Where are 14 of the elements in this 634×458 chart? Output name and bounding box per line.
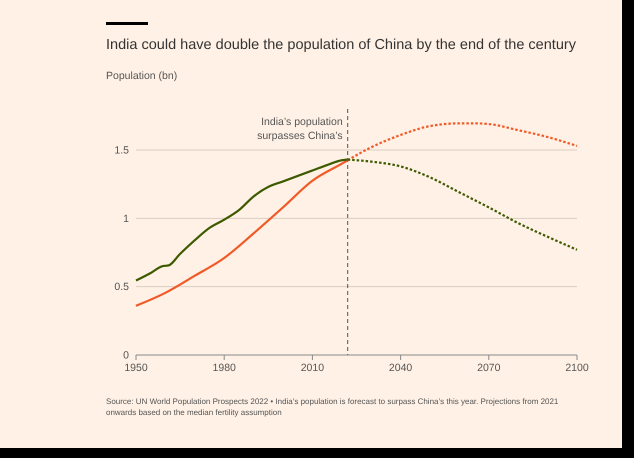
x-tick-label: 2070 (477, 362, 501, 374)
x-tick-label: 2100 (565, 362, 589, 374)
x-tick-label: 2010 (300, 362, 324, 374)
x-tick-label: 1980 (212, 362, 236, 374)
chart-title: India could have double the population of China by the end of the century (106, 37, 577, 53)
source-note: Source: UN World Population Prospects 2022 • India’s population is forecast to surpass China’s this year. Projections from 2021 onwards based on the median fertility assumption (106, 397, 559, 417)
x-tick-label: 1950 (124, 362, 148, 374)
ref-line-label: India’s population surpasses China’s (257, 116, 343, 142)
x-tick-label: 2040 (388, 362, 412, 374)
y-tick-label: 0.5 (114, 281, 130, 294)
y-tick-label: 0 (123, 350, 130, 362)
y-tick-label: 1.5 (114, 144, 130, 156)
y-axis-title: Population (bn) (106, 70, 178, 82)
y-tick-label: 1 (123, 212, 130, 225)
